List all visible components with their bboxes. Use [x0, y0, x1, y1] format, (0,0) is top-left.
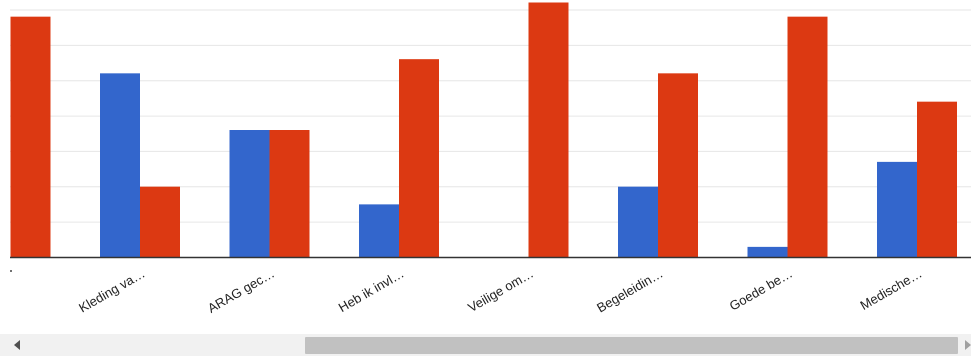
horizontal-scrollbar[interactable] — [0, 334, 971, 356]
bar-series-2-cat-1[interactable] — [10, 16, 51, 258]
bar-series-1-cat-4[interactable] — [359, 204, 399, 258]
bar-series-1-cat-3[interactable] — [229, 130, 270, 258]
x-tick-mark — [10, 270, 12, 272]
x-tick-label: Goede be… — [727, 266, 795, 314]
scroll-left-arrow-icon[interactable] — [14, 340, 20, 350]
bar-series-2-cat-3[interactable] — [269, 130, 310, 258]
bar-series-2-cat-2[interactable] — [140, 186, 180, 258]
bar-series-2-cat-4[interactable] — [399, 59, 439, 258]
scroll-right-arrow-icon[interactable] — [965, 340, 971, 350]
x-tick-label: Heb ik invl… — [336, 266, 407, 315]
bar-series-1-cat-6[interactable] — [618, 186, 658, 258]
x-tick-labels: Kleding va… ARAG gec… Heb ik invl… Veilige … — [10, 266, 925, 316]
bar-series-1-cat-2[interactable] — [100, 73, 140, 258]
bars — [10, 2, 957, 258]
x-tick-label: ARAG gec… — [205, 266, 277, 316]
bar-series-2-cat-8[interactable] — [917, 101, 957, 258]
scroll-thumb[interactable] — [305, 337, 958, 354]
chart-area: Kleding va… ARAG gec… Heb ik invl… Veilige … — [10, 2, 971, 316]
x-tick-label: Veilige om… — [465, 266, 536, 315]
x-tick-label: Begeleidin… — [594, 266, 665, 316]
bar-series-1-cat-7[interactable] — [747, 246, 788, 258]
x-tick-label: Medische… — [858, 266, 925, 313]
bar-series-2-cat-7[interactable] — [787, 16, 828, 258]
x-tick-label: Kleding va… — [76, 266, 147, 316]
bar-series-2-cat-5[interactable] — [528, 2, 569, 258]
bar-series-2-cat-6[interactable] — [658, 73, 698, 258]
bar-chart: Kleding va… ARAG gec… Heb ik invl… Veilige … — [10, 2, 971, 316]
bar-series-1-cat-8[interactable] — [877, 161, 917, 258]
